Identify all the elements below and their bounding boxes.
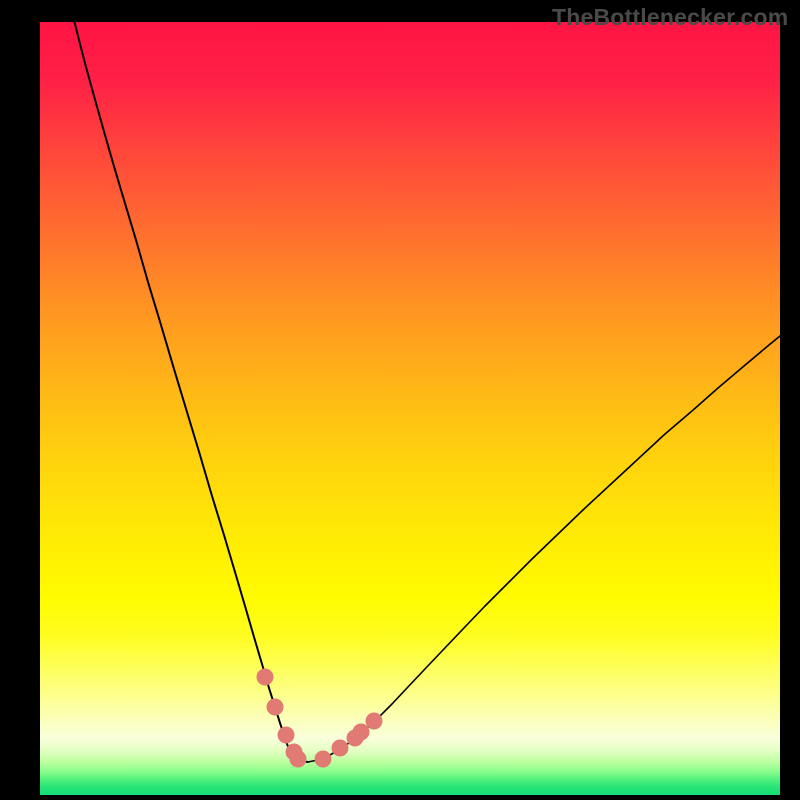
plot-gradient-background [40, 22, 780, 795]
watermark-text: TheBottlenecker.com [552, 4, 788, 31]
chart-stage: TheBottlenecker.com [0, 0, 800, 800]
